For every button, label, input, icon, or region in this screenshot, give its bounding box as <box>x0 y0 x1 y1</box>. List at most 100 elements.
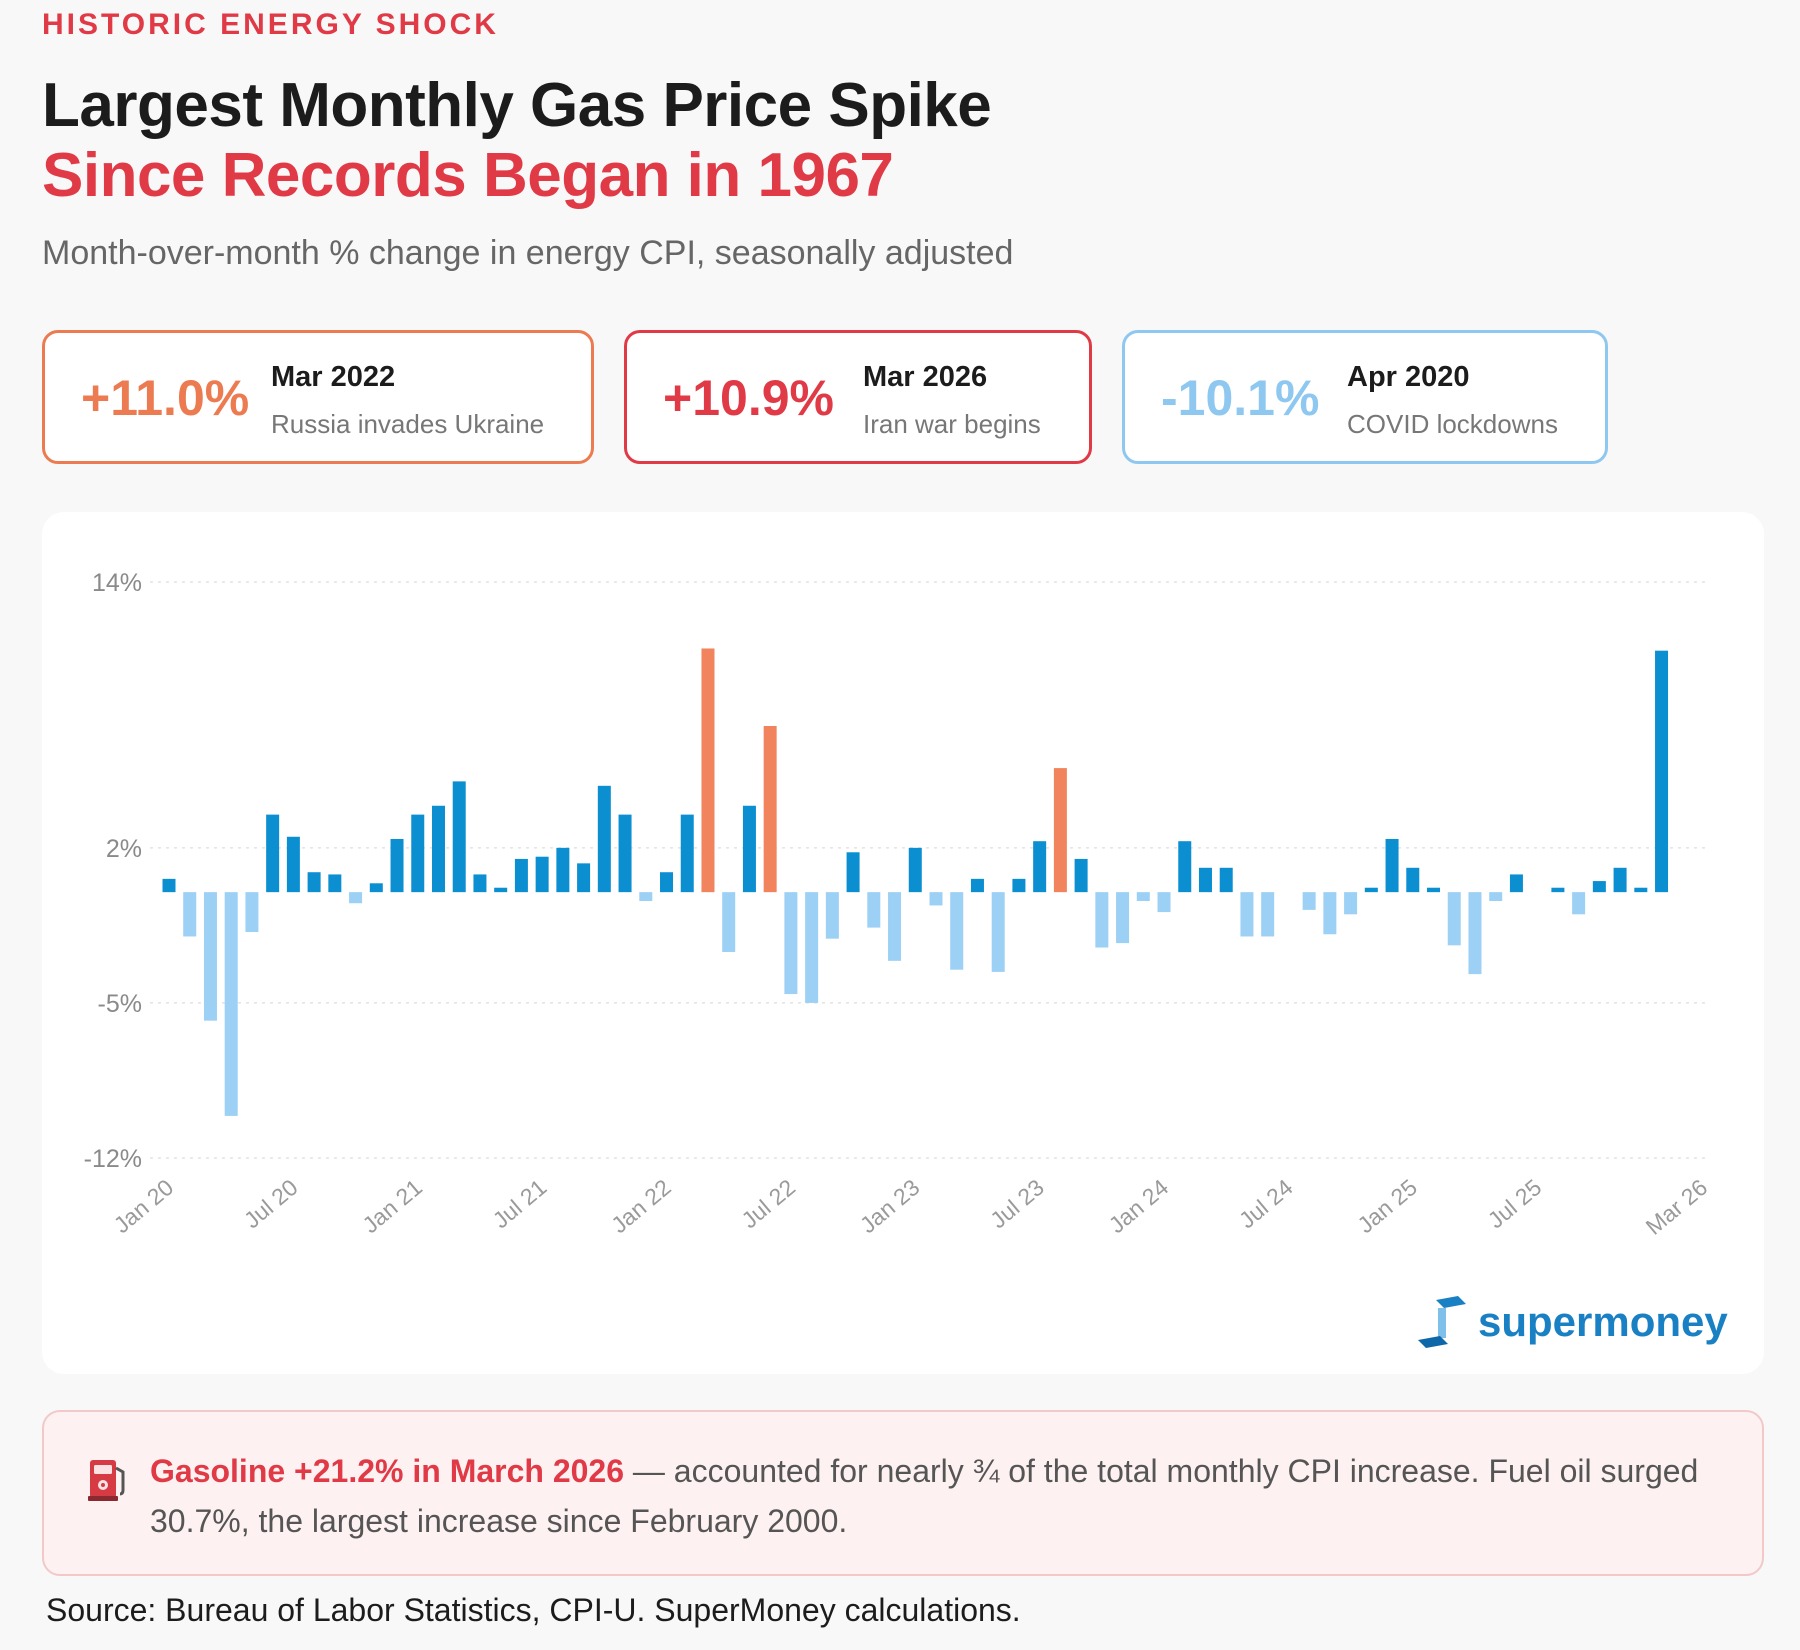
bar <box>431 805 445 893</box>
bar <box>203 892 217 1021</box>
bar <box>162 878 176 893</box>
bar <box>1323 892 1337 935</box>
stat-card-apr-2020: -10.1% Apr 2020 COVID lockdowns <box>1122 330 1608 464</box>
bar <box>618 814 632 893</box>
stat-description: Russia invades Ukraine <box>271 409 545 439</box>
bar <box>245 892 259 933</box>
bar <box>1572 892 1586 915</box>
bar <box>846 852 860 893</box>
bar <box>1468 892 1482 975</box>
chart-subtitle: Month-over-month % change in energy CPI,… <box>42 234 1014 272</box>
bar <box>825 892 839 939</box>
x-tick-label: Jan 25 <box>1352 1174 1422 1238</box>
source-note: Source: Bureau of Labor Statistics, CPI-… <box>46 1592 1021 1628</box>
x-tick-label: Jul 20 <box>239 1174 303 1233</box>
bar <box>224 892 238 1116</box>
y-tick-label: -12% <box>84 1145 142 1173</box>
bar <box>639 892 653 902</box>
title-line-1: Largest Monthly Gas Price Spike <box>42 71 992 140</box>
bar <box>1136 892 1150 902</box>
bar <box>970 878 984 893</box>
bar <box>1509 874 1523 893</box>
gasoline-callout: Gasoline +21.2% in March 2026 — accounte… <box>42 1410 1764 1576</box>
stat-date: Mar 2026 <box>863 361 988 393</box>
bar <box>867 892 881 928</box>
bar <box>888 892 902 961</box>
bar <box>390 838 404 893</box>
bar <box>1012 878 1026 893</box>
bar <box>1178 841 1192 893</box>
bar <box>577 863 591 893</box>
stat-date: Mar 2022 <box>271 361 396 393</box>
bar <box>1447 892 1461 946</box>
bar <box>1261 892 1275 937</box>
bar <box>1406 867 1420 893</box>
bar <box>660 872 674 893</box>
bar <box>805 892 819 1003</box>
stat-value: +11.0% <box>81 370 250 426</box>
bar <box>1033 841 1047 893</box>
stat-description: COVID lockdowns <box>1347 409 1558 439</box>
stat-card-mar-2022: +11.0% Mar 2022 Russia invades Ukraine <box>42 330 594 464</box>
callout-body: — accounted for nearly ¾ of the total mo… <box>150 1453 1699 1539</box>
supermoney-logo: supermoney <box>1412 1294 1742 1354</box>
bar <box>908 847 922 893</box>
x-tick-label: Jul 22 <box>736 1174 800 1233</box>
x-tick-label: Jan 24 <box>1104 1174 1174 1238</box>
stat-card-mar-2026: +10.9% Mar 2026 Iran war begins <box>624 330 1092 464</box>
bar <box>183 892 197 937</box>
bar <box>722 892 736 952</box>
bar <box>1427 887 1441 893</box>
bar <box>701 648 715 893</box>
bar <box>1592 881 1606 893</box>
bar <box>991 892 1005 972</box>
callout-text: Gasoline +21.2% in March 2026 — accounte… <box>150 1446 1730 1546</box>
bar <box>1385 838 1399 893</box>
x-tick-label: Jan 20 <box>109 1174 179 1238</box>
bar <box>266 814 280 893</box>
x-tick-label: Jul 21 <box>488 1174 552 1233</box>
supermoney-logo-text: supermoney <box>1478 1298 1728 1345</box>
bar <box>1074 858 1088 893</box>
x-tick-label: Jul 24 <box>1234 1174 1298 1234</box>
bar <box>307 872 321 893</box>
bar <box>929 892 943 906</box>
bar <box>742 805 756 893</box>
bar <box>1613 867 1627 893</box>
bar <box>556 847 570 893</box>
x-tick-label: Jul 23 <box>985 1174 1049 1233</box>
bar <box>597 785 611 893</box>
callout-highlight: Gasoline +21.2% in March 2026 <box>150 1453 625 1489</box>
kicker-label: HISTORIC ENERGY SHOCK <box>42 8 499 41</box>
x-tick-label: Jan 22 <box>606 1174 676 1238</box>
x-tick-label: Mar 26 <box>1641 1174 1713 1240</box>
x-tick-label: Jul 25 <box>1483 1174 1547 1233</box>
bar <box>1302 892 1316 910</box>
bar <box>763 726 777 893</box>
bar <box>1116 892 1130 944</box>
bar <box>1198 867 1212 893</box>
bar <box>452 781 466 893</box>
bar <box>1364 887 1378 893</box>
bar <box>1053 768 1067 893</box>
bar <box>535 856 549 893</box>
bar <box>1634 887 1648 893</box>
bar <box>1655 650 1669 893</box>
bar <box>494 887 508 893</box>
bar <box>1157 892 1171 913</box>
fuel-pump-icon <box>88 1460 125 1501</box>
bar <box>680 814 694 893</box>
bar <box>1240 892 1254 937</box>
y-tick-label: 2% <box>106 835 142 863</box>
y-tick-label: 14% <box>92 569 142 597</box>
supermoney-logo-icon <box>1418 1296 1466 1348</box>
bar <box>1095 892 1109 948</box>
bar <box>950 892 964 970</box>
stat-description: Iran war begins <box>863 409 1041 439</box>
bar-chart: 14% 2% -5% -12% Jan 20 Jul 20 Jan 21 Jul 21 Jan… <box>84 569 1713 1240</box>
bar <box>1489 892 1503 902</box>
bar <box>784 892 798 995</box>
bar <box>473 874 487 893</box>
y-tick-label: -5% <box>98 990 142 1018</box>
